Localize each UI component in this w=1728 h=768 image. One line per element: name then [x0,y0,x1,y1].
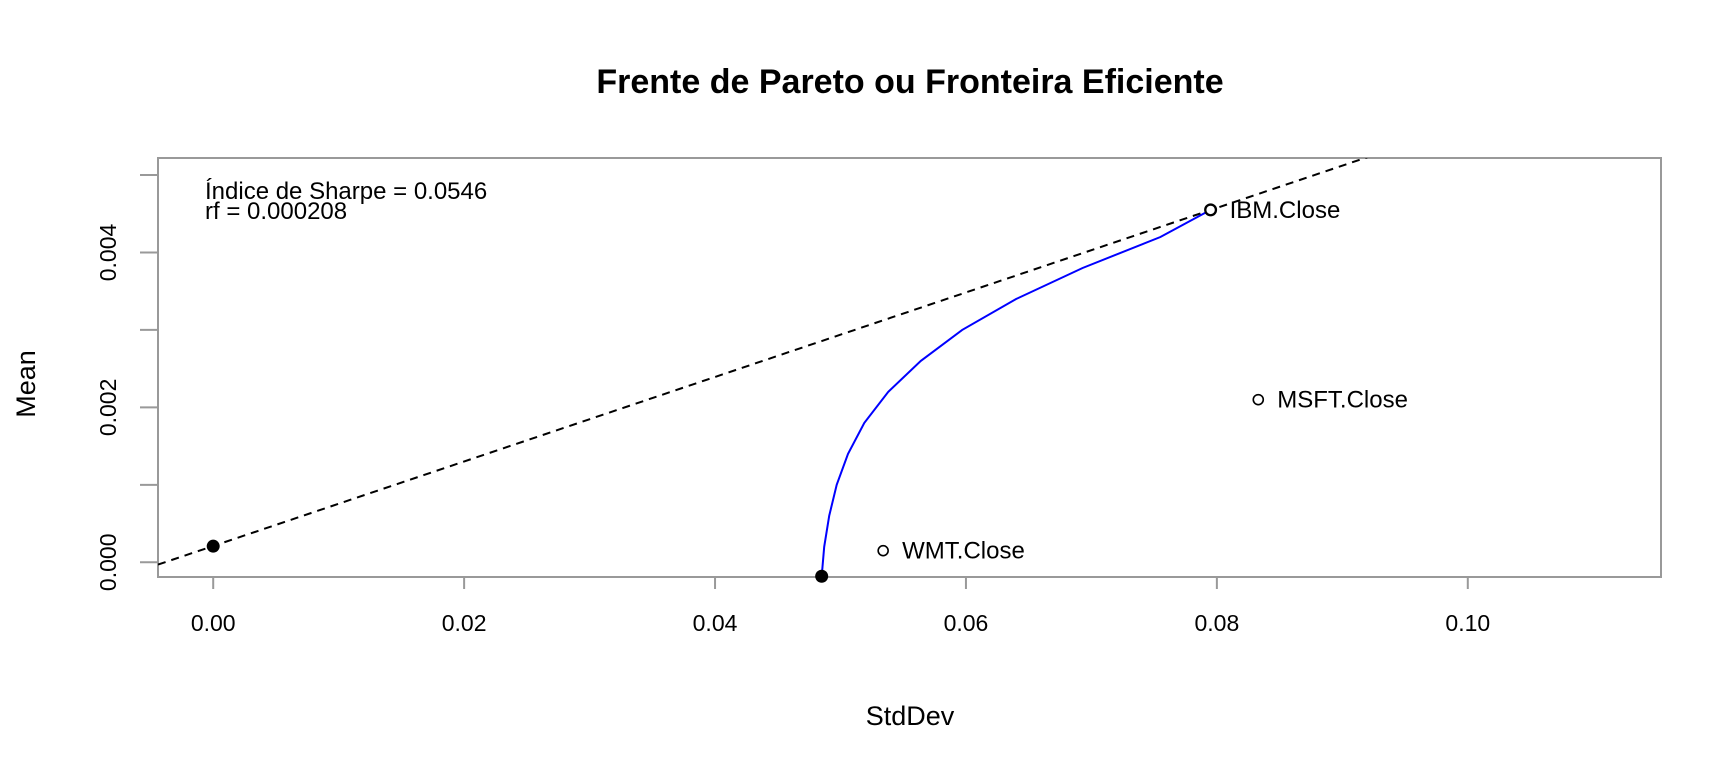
chart-title: Frente de Pareto ou Fronteira Eficiente [596,63,1223,101]
asset-label: IBM.Close [1230,197,1341,224]
asset-point [1204,204,1217,216]
chart-annotation: Índice de Sharpe = 0.0546 [205,178,487,205]
asset-label: WMT.Close [902,538,1025,565]
x-tick-label: 0.00 [191,610,236,636]
x-axis-title: StdDev [866,701,955,731]
x-tick-label: 0.04 [693,610,738,636]
capital-market-line [158,158,1368,566]
asset-point [1252,393,1265,406]
highlighted-point [815,569,829,583]
clipped-lines [158,158,1368,577]
y-tick-label: 0.002 [95,379,121,437]
x-tick-label: 0.02 [442,610,487,636]
asset-point [877,544,889,557]
x-tick-label: 0.08 [1194,610,1239,636]
x-tick-label: 0.10 [1445,610,1490,636]
y-tick-label: 0.000 [95,534,121,592]
highlighted-point [206,539,220,553]
y-tick-label: 0.004 [95,224,121,282]
y-axis-title: Mean [11,350,41,418]
plot-area: 0.00 0.02 0.04 0.06 0.08 0.10 0.000 0.002 0.004 I… [95,157,1662,636]
plot-frame [157,157,1662,578]
efficient-frontier-line [820,209,1212,577]
asset-label: MSFT.Close [1277,387,1408,414]
chart-annotation: rf = 0.000208 [205,198,347,225]
x-tick-label: 0.06 [944,610,989,636]
